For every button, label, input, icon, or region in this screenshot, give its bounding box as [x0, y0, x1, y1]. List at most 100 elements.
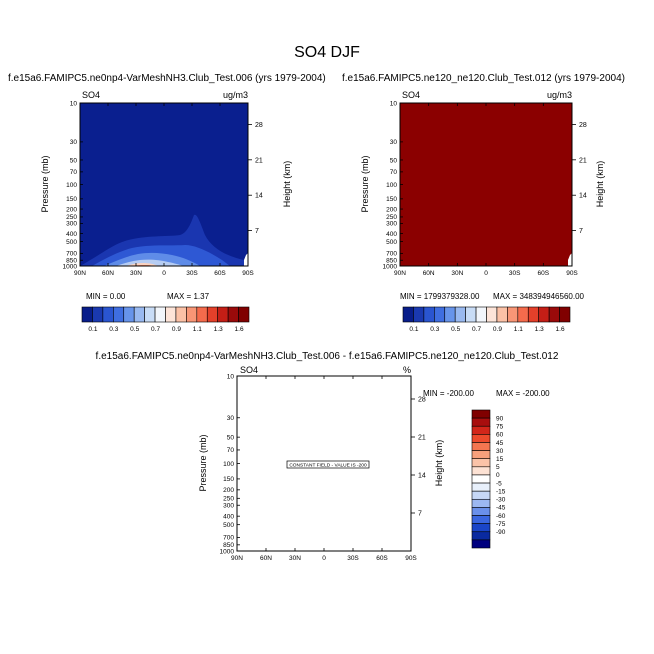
y-tick-label: 10 [390, 100, 398, 107]
colorbar-swatch [123, 306, 135, 323]
colorbar-label: 0.7 [151, 326, 160, 333]
colorbar-swatch [471, 482, 491, 492]
colorbar-label: -30 [496, 497, 506, 504]
colorbar-swatch [471, 442, 491, 451]
x-tick-label: 60S [214, 270, 226, 277]
y-tick-label: 70 [390, 169, 398, 176]
y-tick-label: 100 [66, 182, 77, 189]
y-tick-label: 70 [70, 169, 78, 176]
colorbar-swatch [217, 306, 229, 323]
colorbar-swatch [471, 523, 491, 533]
y2-tick-label: 7 [255, 228, 259, 235]
colorbar-swatch [402, 306, 414, 323]
colorbar-label: 5 [496, 464, 500, 471]
colorbar-label: 0.1 [409, 326, 418, 333]
panel3-title: f.e15a6.FAMIPC5.ne0np4-VarMeshNH3.Club_T… [95, 351, 559, 362]
colorbar-swatch [454, 306, 466, 323]
x-tick-label: 60N [102, 270, 114, 277]
colorbar-swatch [196, 306, 208, 323]
colorbar-swatch [548, 306, 560, 323]
colorbar-swatch [175, 306, 187, 323]
panel1-max: MAX = 1.37 [167, 292, 210, 301]
colorbar-swatch [413, 306, 425, 323]
y2-tick-label: 21 [418, 434, 426, 441]
y-tick-label: 150 [223, 476, 234, 483]
panel1-colorbar: 0.1 0.3 0.5 0.7 0.9 1.1 1.3 1.6 [81, 306, 250, 333]
panel3-y2-ticks: 28 21 14 7 [411, 396, 426, 517]
y-tick-label: 250 [386, 214, 397, 221]
x-tick-label: 0 [162, 270, 166, 277]
panel2-units: ug/m3 [547, 90, 572, 100]
colorbar-swatch [186, 306, 198, 323]
panel2-title: f.e15a6.FAMIPC5.ne120_ne120.Club_Test.01… [342, 73, 625, 84]
colorbar-label: 0.5 [451, 326, 460, 333]
y-tick-label: 700 [223, 535, 234, 542]
colorbar-label: 90 [496, 415, 504, 422]
y-tick-label: 1000 [383, 263, 398, 270]
x-tick-label: 60S [376, 555, 388, 562]
y-tick-label: 150 [386, 196, 397, 203]
colorbar-swatch [471, 450, 491, 460]
colorbar-swatch [471, 531, 491, 541]
colorbar-swatch [444, 306, 456, 323]
panel2-min: MIN = 1799379328.00 [400, 292, 480, 301]
y-tick-label: 100 [223, 461, 234, 468]
colorbar-label: 60 [496, 432, 504, 439]
y-tick-label: 300 [386, 221, 397, 228]
y-tick-label: 30 [70, 139, 78, 146]
colorbar-swatch [227, 306, 239, 323]
panel2-colorbar: 0.1 0.3 0.5 0.7 0.9 1.1 1.3 1.6 [402, 306, 571, 333]
y-tick-label: 400 [223, 513, 234, 520]
colorbar-label: 1.3 [535, 326, 544, 333]
colorbar-swatch [81, 306, 93, 323]
colorbar-swatch [113, 306, 125, 323]
panel3-y2label: Height (km) [434, 440, 444, 487]
panel2-x-ticks: 90N 60N 30N 0 30S 60S 90S [394, 103, 578, 277]
x-tick-label: 30N [130, 270, 142, 277]
x-tick-label: 60N [260, 555, 272, 562]
panel2-y2label: Height (km) [595, 161, 605, 208]
y-tick-label: 200 [66, 206, 77, 213]
colorbar-swatch [423, 306, 435, 323]
colorbar-swatch [471, 515, 491, 524]
panel2-ylabel: Pressure (mb) [360, 155, 370, 212]
colorbar-label: 0.5 [130, 326, 139, 333]
y-tick-label: 1000 [220, 548, 235, 555]
colorbar-label: -45 [496, 505, 506, 512]
colorbar-swatch [465, 306, 477, 323]
colorbar-swatch [527, 306, 539, 323]
colorbar-label: -60 [496, 513, 506, 520]
y-tick-label: 850 [223, 542, 234, 549]
panel2-field [400, 103, 572, 266]
x-tick-label: 90S [566, 270, 578, 277]
colorbar-label: 0.1 [88, 326, 97, 333]
panel1-variable: SO4 [82, 90, 100, 100]
colorbar-swatch [238, 306, 250, 323]
colorbar-swatch [471, 425, 491, 435]
y2-tick-label: 21 [579, 157, 587, 164]
panel3-constant-note: CONSTANT FIELD - VALUE IS -200 [289, 463, 367, 469]
panel2-variable: SO4 [402, 90, 420, 100]
colorbar-swatch [496, 306, 508, 323]
colorbar-swatch [507, 306, 519, 323]
colorbar-swatch [471, 417, 491, 427]
y-tick-label: 300 [223, 503, 234, 510]
colorbar-swatch [154, 306, 166, 323]
colorbar-swatch [471, 507, 491, 516]
colorbar-label: 1.6 [235, 326, 244, 333]
panel3-variable: SO4 [240, 365, 258, 375]
panel1-min: MIN = 0.00 [86, 292, 126, 301]
colorbar-label: 0.3 [430, 326, 439, 333]
y-tick-label: 300 [66, 221, 77, 228]
y-tick-label: 1000 [63, 263, 78, 270]
y-tick-label: 400 [386, 231, 397, 238]
panel3-x-ticks: 90N 60N 30N 0 30S 60S 90S [231, 376, 417, 562]
colorbar-label: 1.6 [556, 326, 565, 333]
colorbar-swatch [475, 306, 487, 323]
x-tick-label: 30S [186, 270, 198, 277]
x-tick-label: 90N [231, 555, 243, 562]
y-tick-label: 850 [66, 258, 77, 265]
panel2-y2-ticks: 28 21 14 7 [572, 122, 587, 235]
